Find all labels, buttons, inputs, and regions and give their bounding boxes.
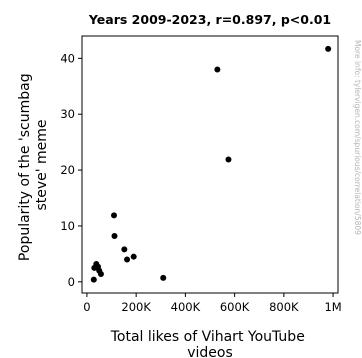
data-point (97, 271, 104, 278)
x-axis-label-line-2: videos (187, 345, 233, 358)
data-point (111, 233, 118, 240)
data-point (121, 246, 128, 253)
plot-area (90, 45, 332, 283)
data-point (160, 274, 167, 281)
data-point (325, 45, 332, 52)
plot-frame (81, 35, 339, 294)
y-axis-label-line-1: Popularity of the 'scumbag (17, 73, 33, 261)
data-point (111, 212, 117, 219)
x-tick-label: 0 (83, 300, 90, 314)
x-tick-label: 800K (269, 300, 299, 314)
chart-title: Years 2009-2023, r=0.897, p<0.01 (88, 12, 331, 27)
x-axis: 0 200K 400K 600K 800K 1M (83, 293, 342, 314)
y-tick-label: 0 (68, 275, 75, 289)
y-tick-label: 10 (60, 219, 75, 233)
x-axis-label-line-1: Total likes of Vihart YouTube (110, 329, 305, 345)
y-tick-label: 20 (60, 163, 75, 177)
y-tick-label: 30 (60, 107, 75, 121)
y-tick-label: 40 (60, 51, 75, 65)
x-tick-label: 600K (220, 300, 250, 314)
data-point (225, 156, 232, 163)
data-point (214, 66, 221, 73)
y-axis-label: Popularity of the 'scumbag steve' meme (17, 69, 50, 261)
x-tick-label: 1M (324, 300, 341, 314)
x-tick-label: 200K (121, 300, 151, 314)
y-axis: 0 10 20 30 40 (60, 51, 82, 289)
data-point (130, 253, 137, 260)
x-tick-label: 400K (171, 300, 201, 314)
x-axis-label: Total likes of Vihart YouTube videos (110, 329, 310, 358)
y-axis-label-line-2: steve' meme (34, 119, 50, 210)
data-point (90, 276, 97, 283)
watermark-text: More info: tylervigen.com/spurious/corre… (353, 40, 362, 235)
data-point (124, 256, 131, 263)
